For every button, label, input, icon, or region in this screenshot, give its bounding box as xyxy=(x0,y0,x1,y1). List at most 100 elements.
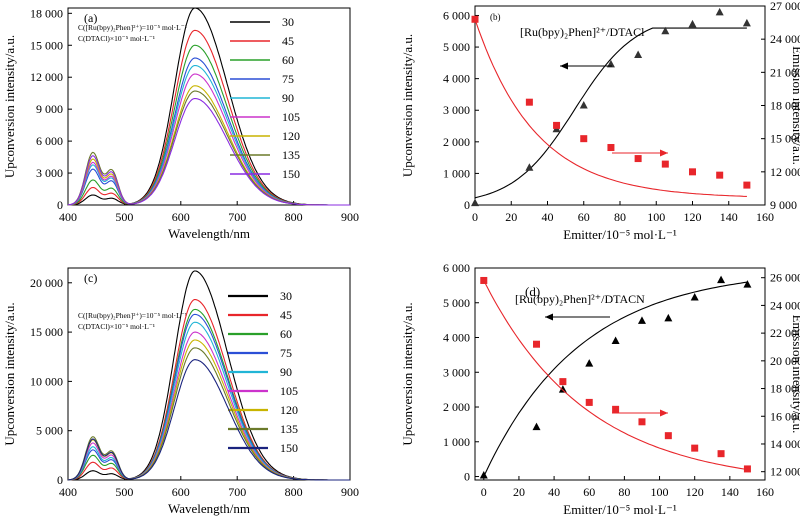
series-line-120 xyxy=(67,85,350,206)
data-point-square xyxy=(691,444,699,452)
y-right-tick-label: 16 000 xyxy=(770,409,800,423)
legend-label: 150 xyxy=(282,167,300,181)
y-right-tick-label: 27 000 xyxy=(770,0,800,13)
y-tick-label: 4 000 xyxy=(443,72,470,86)
data-point-triangle xyxy=(715,7,724,16)
series-line-75 xyxy=(67,57,350,206)
x-tick-label: 40 xyxy=(542,210,554,224)
y-tick-label: 2 000 xyxy=(443,135,470,149)
y-tick-label: 10 000 xyxy=(30,374,63,388)
y-tick-label: 15 000 xyxy=(30,38,63,52)
y-tick-label: 5 000 xyxy=(36,424,63,438)
x-tick-label: 80 xyxy=(614,210,626,224)
legend-label: 135 xyxy=(280,422,298,436)
arrow-head xyxy=(660,409,668,417)
series-line-60 xyxy=(68,308,350,481)
x-tick-label: 500 xyxy=(115,210,133,224)
y-tick-label: 18 000 xyxy=(30,6,63,20)
x-axis-label: Emitter/10⁻⁵ mol·L⁻¹ xyxy=(563,502,677,517)
y-right-tick-label: 24 000 xyxy=(770,32,800,46)
legend-label: 60 xyxy=(282,53,294,67)
plot-frame xyxy=(67,7,351,206)
x-tick-label: 600 xyxy=(172,210,190,224)
data-point-square xyxy=(743,181,751,189)
y-tick-label: 2 000 xyxy=(443,400,470,414)
y-right-tick-label: 26 000 xyxy=(770,271,800,285)
y-tick-label: 12 000 xyxy=(30,70,63,84)
y-axis-label: Upconversion intensity/a.u. xyxy=(2,302,17,445)
legend-label: 75 xyxy=(282,72,294,86)
chart-panel-a: 400 500 600 700 800 900 0 3 000 6 000 9 000 12 000… xyxy=(2,6,359,241)
data-point-triangle xyxy=(743,280,752,288)
y-right-tick-label: 20 000 xyxy=(770,354,800,368)
data-point-triangle xyxy=(661,26,670,35)
y-tick-label: 6 000 xyxy=(443,261,470,275)
data-point-triangle xyxy=(525,163,534,171)
data-point-square xyxy=(607,144,615,152)
annotation: C(DTACl)×10⁻⁵ mol·L⁻¹ xyxy=(78,322,155,331)
series-line-105 xyxy=(67,73,350,206)
arrow-head xyxy=(545,313,553,321)
series-line-120 xyxy=(67,339,350,481)
data-point-square xyxy=(612,405,620,413)
x-tick-label: 900 xyxy=(341,485,359,499)
data-point-square xyxy=(553,121,561,129)
chart-panel-c: 400 500 600 700 800 900 0 5 000 10 000 15 000 20 0… xyxy=(2,267,359,516)
y-axis-label: Upconversion intensity/a.u. xyxy=(400,34,415,177)
panel-label: (a) xyxy=(84,11,97,25)
legend-label: 45 xyxy=(280,308,292,322)
y-right-tick-label: 22 000 xyxy=(770,326,800,340)
x-tick-label: 160 xyxy=(756,485,774,499)
y-tick-label: 5 000 xyxy=(443,296,470,310)
y-tick-label: 6 000 xyxy=(443,8,470,22)
annotation: C([Ru(bpy)₂Phen]²⁺)=10⁻⁵ mol·L⁻¹ xyxy=(78,311,187,320)
annotation: C(DTACl)×10⁻⁵ mol·L⁻¹ xyxy=(78,34,155,43)
y-tick-label: 3 000 xyxy=(443,365,470,379)
x-axis-label: Wavelength/nm xyxy=(168,501,250,516)
x-tick-label: 120 xyxy=(684,210,702,224)
data-point-triangle xyxy=(634,50,643,58)
x-axis-label: Emitter/10⁻⁵ mol·L⁻¹ xyxy=(563,227,677,242)
data-point-square xyxy=(525,98,533,106)
x-tick-label: 0 xyxy=(472,210,478,224)
legend-label: 90 xyxy=(280,365,292,379)
data-point-triangle xyxy=(690,293,699,301)
y-tick-label: 0 xyxy=(464,198,470,212)
x-tick-label: 140 xyxy=(721,485,739,499)
y-tick-label: 0 xyxy=(464,470,470,484)
data-point-square xyxy=(689,168,696,176)
y-right-tick-label: 15 000 xyxy=(770,132,800,146)
legend-label: 105 xyxy=(282,110,300,124)
x-tick-label: 80 xyxy=(618,485,630,499)
y-right-tick-label: 9 000 xyxy=(770,198,797,212)
y-axis-label: Upconversion intensity/a.u. xyxy=(2,35,17,178)
panel-label: (b) xyxy=(490,12,501,22)
y-right-tick-label: 12 000 xyxy=(770,165,800,179)
data-point-square xyxy=(559,378,567,386)
x-tick-label: 40 xyxy=(548,485,560,499)
x-tick-label: 20 xyxy=(505,210,517,224)
legend-label: 135 xyxy=(282,148,300,162)
x-tick-label: 100 xyxy=(647,210,665,224)
plot-frame xyxy=(67,267,351,481)
x-tick-label: 140 xyxy=(720,210,738,224)
data-point-square xyxy=(634,155,642,163)
x-tick-label: 120 xyxy=(686,485,704,499)
fit-curve xyxy=(474,19,747,197)
data-point-square xyxy=(638,418,646,426)
y-tick-label: 15 000 xyxy=(30,325,63,339)
y-tick-label: 20 000 xyxy=(30,276,63,290)
x-tick-label: 160 xyxy=(756,210,774,224)
y-tick-label: 0 xyxy=(57,198,63,212)
y-tick-label: 5 000 xyxy=(443,40,470,54)
annotation: C([Ru(bpy)₂Phen]²⁺)=10⁻⁵ mol·L⁻¹ xyxy=(78,23,187,32)
data-point-triangle xyxy=(585,359,594,367)
chart-title: [Ru(bpy)₂Phen]²⁺/DTACN xyxy=(515,292,645,306)
chart-panel-d: 0 20 40 60 80 100 120 140 160 0 1 000 2 000 3 000 4 0… xyxy=(400,261,800,517)
series-line-150 xyxy=(67,97,350,206)
y-tick-label: 0 xyxy=(57,473,63,487)
panel-label: (c) xyxy=(84,271,97,285)
x-tick-label: 800 xyxy=(285,210,303,224)
data-point-triangle xyxy=(717,275,726,284)
y-right-tick-label: 18 000 xyxy=(770,382,800,396)
